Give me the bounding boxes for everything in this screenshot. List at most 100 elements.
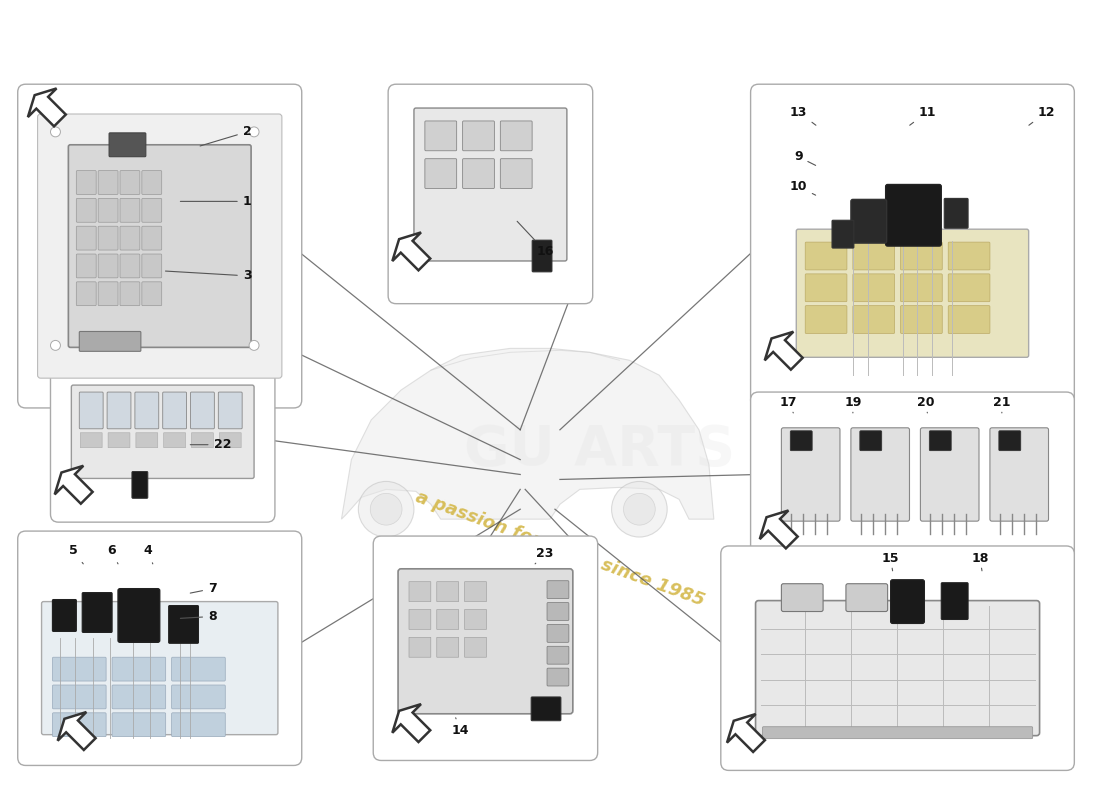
FancyBboxPatch shape <box>107 392 131 429</box>
FancyBboxPatch shape <box>846 584 888 611</box>
FancyBboxPatch shape <box>53 713 106 737</box>
Text: 17: 17 <box>780 397 798 413</box>
Polygon shape <box>393 233 430 270</box>
FancyBboxPatch shape <box>851 428 910 521</box>
FancyBboxPatch shape <box>790 430 812 450</box>
Text: 13: 13 <box>790 106 816 126</box>
Text: 14: 14 <box>452 718 470 737</box>
FancyBboxPatch shape <box>547 581 569 598</box>
FancyBboxPatch shape <box>852 306 894 334</box>
FancyBboxPatch shape <box>547 668 569 686</box>
FancyBboxPatch shape <box>98 226 118 250</box>
Text: 9: 9 <box>794 150 815 166</box>
FancyBboxPatch shape <box>42 602 278 734</box>
Circle shape <box>612 482 668 537</box>
FancyBboxPatch shape <box>464 582 486 602</box>
FancyBboxPatch shape <box>425 121 456 150</box>
FancyBboxPatch shape <box>136 433 157 448</box>
Circle shape <box>249 341 258 350</box>
FancyBboxPatch shape <box>79 331 141 351</box>
Text: GU ARTS: GU ARTS <box>464 422 735 477</box>
FancyBboxPatch shape <box>750 392 1075 562</box>
Text: 10: 10 <box>790 180 815 195</box>
FancyBboxPatch shape <box>120 254 140 278</box>
FancyBboxPatch shape <box>463 158 494 189</box>
Text: 5: 5 <box>69 545 84 564</box>
FancyBboxPatch shape <box>80 433 102 448</box>
Text: 3: 3 <box>165 270 252 282</box>
FancyBboxPatch shape <box>750 84 1075 408</box>
FancyBboxPatch shape <box>112 685 166 709</box>
FancyBboxPatch shape <box>999 430 1021 450</box>
FancyBboxPatch shape <box>437 582 459 602</box>
FancyBboxPatch shape <box>805 242 847 270</box>
Text: 23: 23 <box>535 547 553 564</box>
Polygon shape <box>727 714 764 752</box>
Text: 18: 18 <box>971 552 989 571</box>
Text: 19: 19 <box>844 397 861 413</box>
Text: 2: 2 <box>200 126 252 146</box>
Polygon shape <box>55 466 92 504</box>
FancyBboxPatch shape <box>901 274 943 302</box>
Polygon shape <box>760 510 798 548</box>
FancyBboxPatch shape <box>108 433 130 448</box>
FancyBboxPatch shape <box>164 433 186 448</box>
FancyBboxPatch shape <box>163 392 187 429</box>
Text: 7: 7 <box>190 582 217 595</box>
FancyBboxPatch shape <box>781 584 823 611</box>
FancyBboxPatch shape <box>98 254 118 278</box>
FancyBboxPatch shape <box>464 610 486 630</box>
FancyBboxPatch shape <box>76 198 96 222</box>
FancyBboxPatch shape <box>132 471 147 498</box>
Text: 1: 1 <box>180 195 252 208</box>
Circle shape <box>51 127 60 137</box>
FancyBboxPatch shape <box>891 580 924 623</box>
FancyBboxPatch shape <box>135 392 158 429</box>
FancyBboxPatch shape <box>805 274 847 302</box>
FancyBboxPatch shape <box>120 282 140 306</box>
FancyBboxPatch shape <box>53 685 106 709</box>
FancyBboxPatch shape <box>118 589 160 642</box>
FancyBboxPatch shape <box>142 170 162 194</box>
FancyBboxPatch shape <box>37 114 282 378</box>
Polygon shape <box>393 704 430 742</box>
FancyBboxPatch shape <box>547 646 569 664</box>
FancyBboxPatch shape <box>172 658 225 681</box>
FancyBboxPatch shape <box>168 606 198 643</box>
FancyBboxPatch shape <box>409 582 431 602</box>
FancyBboxPatch shape <box>762 726 1033 738</box>
FancyBboxPatch shape <box>98 170 118 194</box>
FancyBboxPatch shape <box>76 282 96 306</box>
FancyBboxPatch shape <box>901 242 943 270</box>
FancyBboxPatch shape <box>98 282 118 306</box>
Circle shape <box>371 494 402 525</box>
FancyBboxPatch shape <box>398 569 573 714</box>
Text: 11: 11 <box>910 106 936 126</box>
FancyBboxPatch shape <box>191 433 213 448</box>
Circle shape <box>249 127 258 137</box>
FancyBboxPatch shape <box>720 546 1075 770</box>
FancyBboxPatch shape <box>414 108 566 261</box>
FancyBboxPatch shape <box>463 121 494 150</box>
Polygon shape <box>341 348 714 519</box>
FancyBboxPatch shape <box>832 220 854 248</box>
FancyBboxPatch shape <box>756 601 1040 736</box>
FancyBboxPatch shape <box>142 282 162 306</box>
FancyBboxPatch shape <box>142 254 162 278</box>
Text: 6: 6 <box>107 545 118 564</box>
FancyBboxPatch shape <box>425 158 456 189</box>
FancyBboxPatch shape <box>901 306 943 334</box>
Polygon shape <box>57 712 96 750</box>
Text: 12: 12 <box>1028 106 1055 126</box>
FancyBboxPatch shape <box>53 658 106 681</box>
FancyBboxPatch shape <box>437 610 459 630</box>
Text: 4: 4 <box>143 545 153 564</box>
FancyBboxPatch shape <box>72 385 254 478</box>
FancyBboxPatch shape <box>930 430 952 450</box>
FancyBboxPatch shape <box>142 198 162 222</box>
FancyBboxPatch shape <box>852 242 894 270</box>
FancyBboxPatch shape <box>68 145 251 347</box>
FancyBboxPatch shape <box>547 602 569 621</box>
FancyBboxPatch shape <box>18 84 301 408</box>
FancyBboxPatch shape <box>437 638 459 658</box>
